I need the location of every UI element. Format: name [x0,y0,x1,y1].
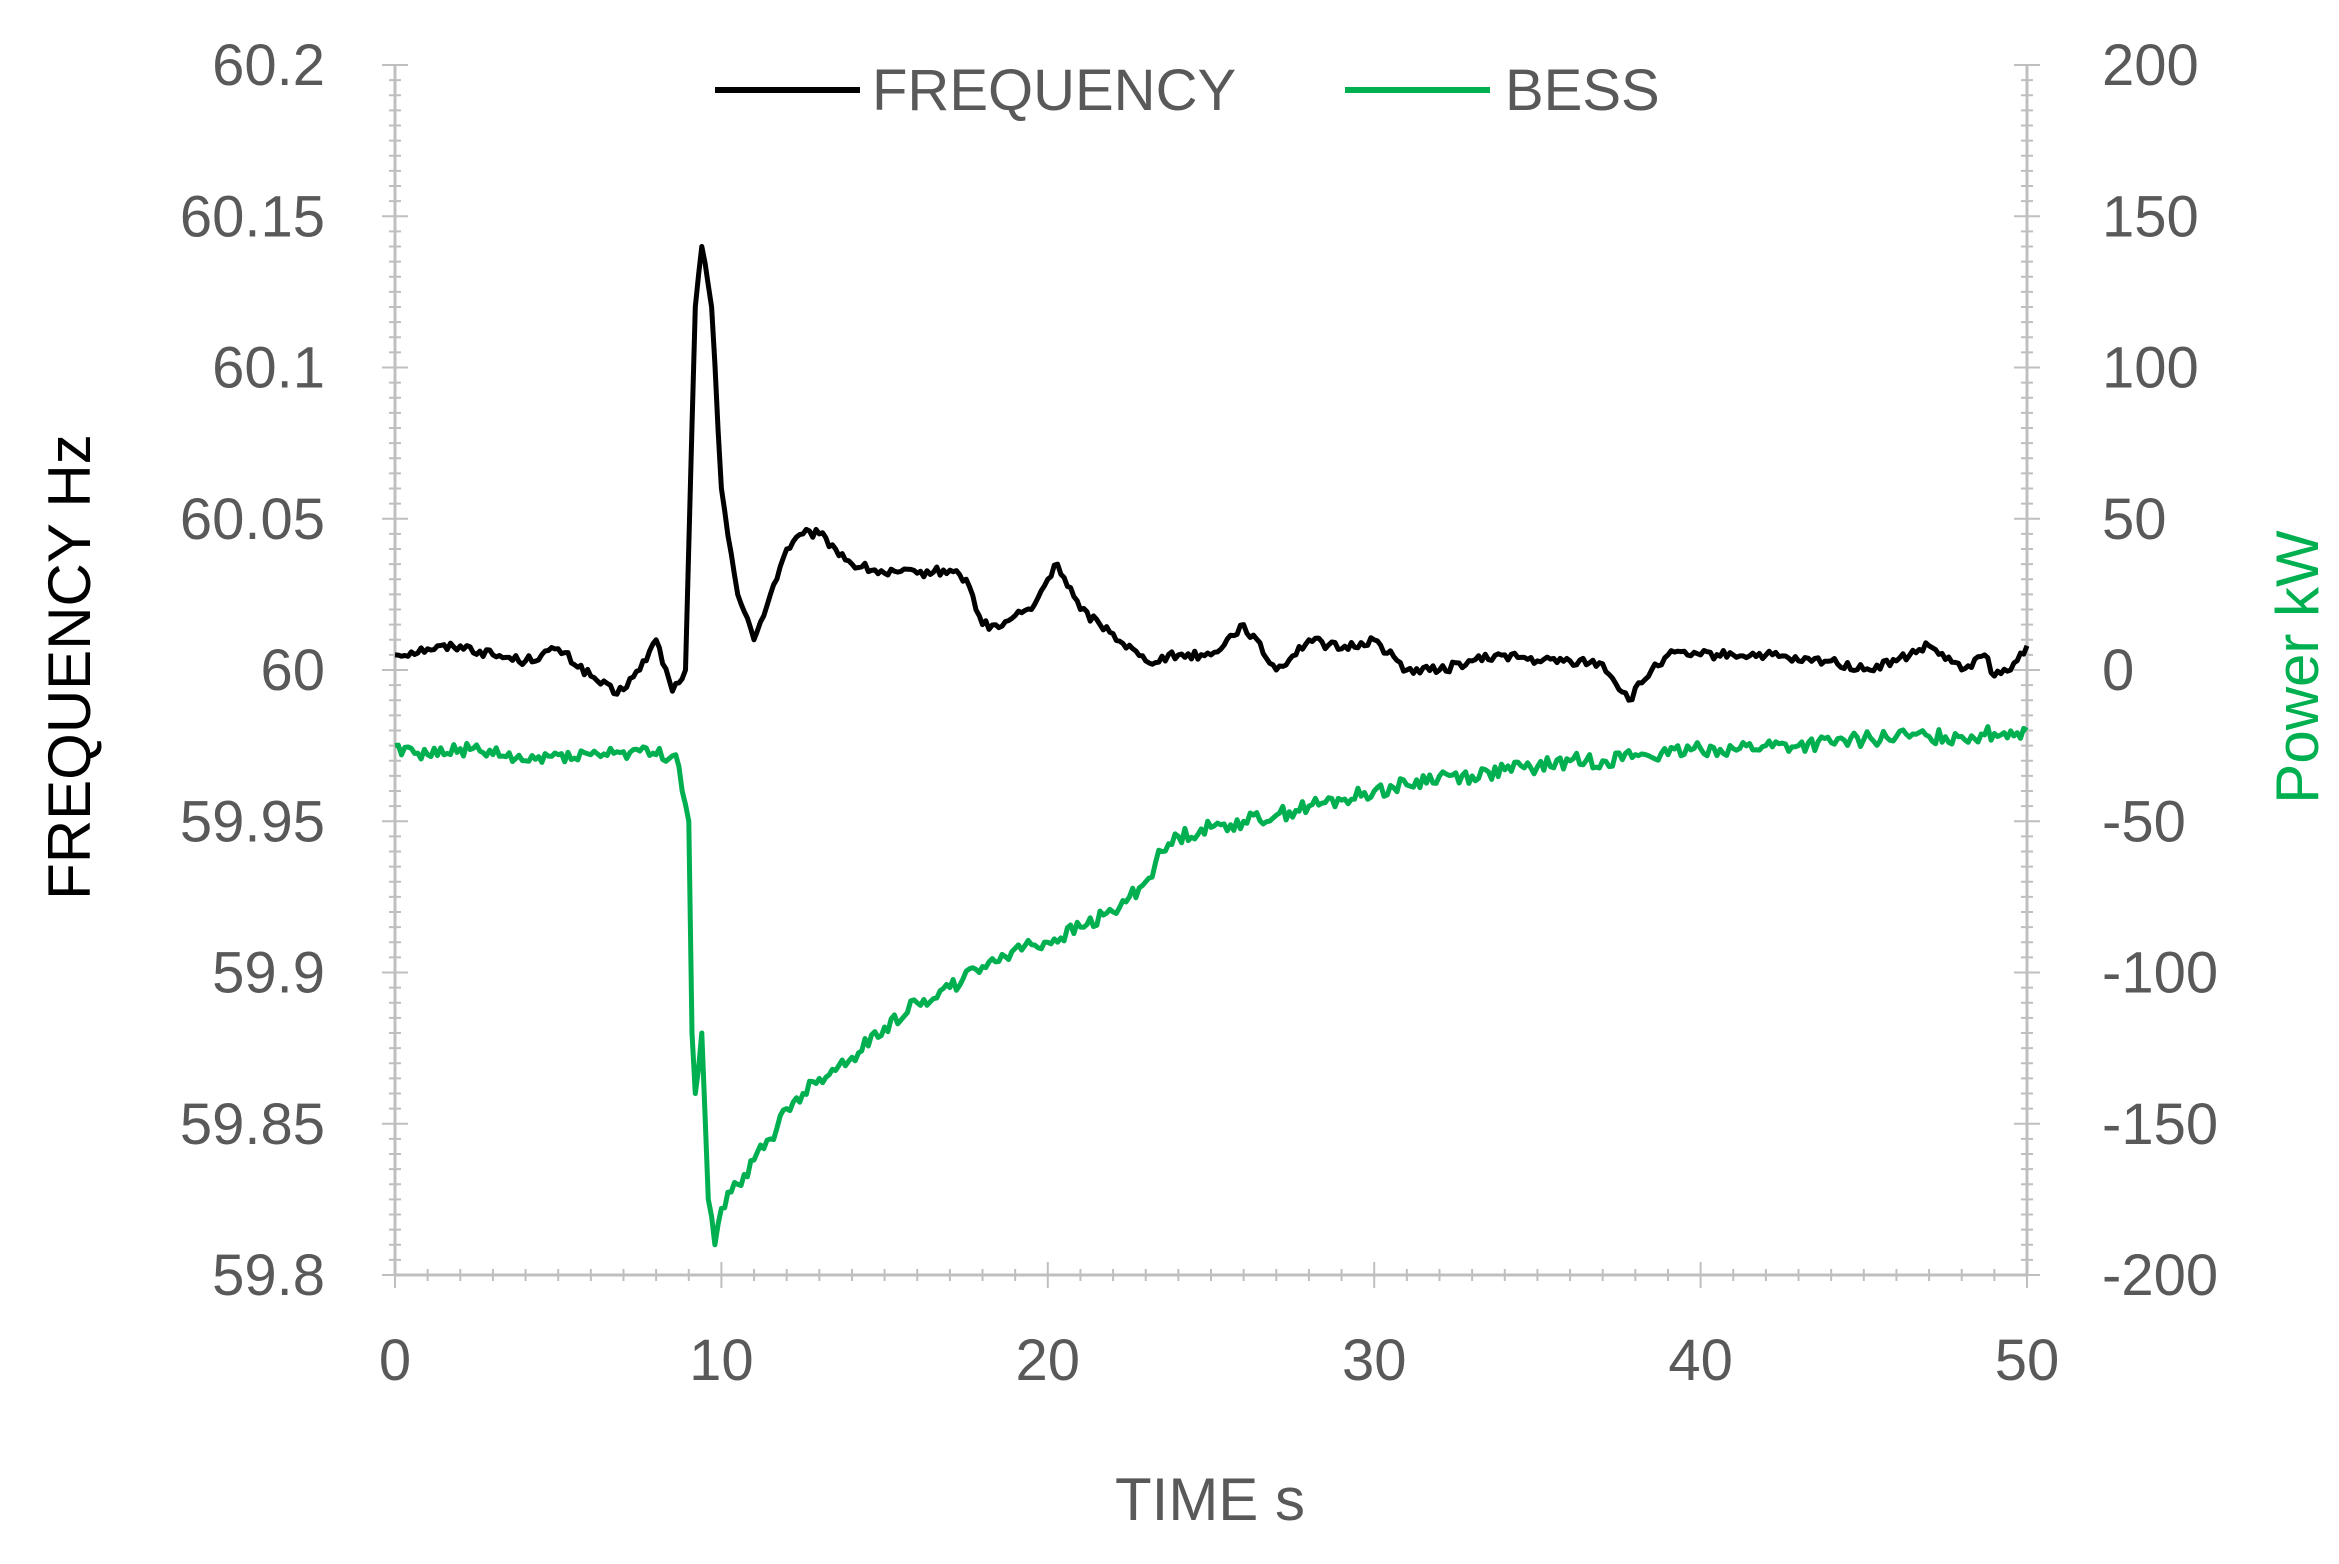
left-y-tick-label: 59.8 [212,1243,325,1308]
left-y-tick-label: 60 [260,638,325,703]
right-y-tick-label: 200 [2102,33,2199,98]
right-y-tick-label: -100 [2102,941,2218,1006]
x-tick-label: 30 [1342,1328,1407,1393]
series-group [394,244,2030,1248]
left-y-axis-title: FREQUENCY Hz [36,434,103,900]
left-y-tick-label: 60.05 [180,487,325,552]
right-y-tick-label: 0 [2102,638,2134,703]
right-y-tick-labels: -200 -150 -100 -50 0 50 100 150 200 [2102,33,2218,1308]
x-tick-label: 40 [1668,1328,1733,1393]
legend: FREQUENCY BESS [715,58,1660,123]
right-y-tick-label: 50 [2102,487,2167,552]
right-y-tick-label: -50 [2102,789,2186,854]
legend-bess-label: BESS [1505,58,1660,123]
bess-series-line [394,724,2029,1248]
x-tick-label: 50 [1995,1328,2060,1393]
left-y-tick-labels: 59.8 59.85 59.9 59.95 60 60.05 60.1 60.15 60.2 [180,33,325,1308]
right-y-tick-label: -200 [2102,1243,2218,1308]
x-tick-label: 0 [379,1328,411,1393]
x-tick-label: 10 [689,1328,754,1393]
x-tick-labels: 0 10 20 30 40 50 [379,1328,2059,1393]
axes-group [382,64,2040,1288]
frequency-series-line [394,244,2030,703]
left-y-tick-label: 59.95 [180,789,325,854]
legend-frequency-label: FREQUENCY [872,58,1236,123]
x-tick-label: 20 [1016,1328,1081,1393]
right-y-tick-label: 150 [2102,184,2199,249]
left-y-tick-label: 60.1 [212,336,325,401]
right-y-tick-label: -150 [2102,1092,2218,1157]
left-y-tick-label: 60.15 [180,184,325,249]
left-y-tick-label: 59.9 [212,941,325,1006]
left-y-tick-label: 59.85 [180,1092,325,1157]
right-y-axis-title: Power kW [2264,530,2331,804]
left-y-tick-label: 60.2 [212,33,325,98]
x-axis-title: TIME s [1115,1466,1305,1533]
right-y-tick-label: 100 [2102,336,2199,401]
